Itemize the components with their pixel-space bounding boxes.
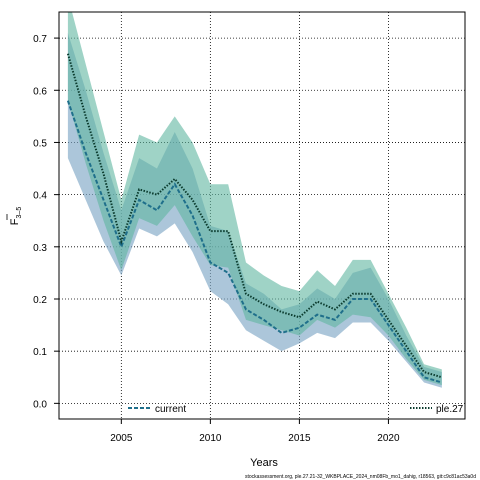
x-axis-title: Years bbox=[250, 457, 278, 469]
x-tick-label: 2005 bbox=[110, 433, 133, 444]
legend-ple27: ple.27 bbox=[410, 404, 464, 415]
y-tick-label: 0.1 bbox=[33, 347, 47, 358]
y-axis: 0.0 0.1 0.2 0.3 0.4 0.5 0.6 0.7 bbox=[33, 34, 59, 410]
y-tick-label: 0.5 bbox=[33, 138, 47, 149]
legend-current-label: current bbox=[155, 404, 186, 415]
line-current bbox=[66, 100, 443, 384]
y-axis-title: F3–5 bbox=[6, 207, 23, 226]
band-ple27 bbox=[67, 12, 442, 386]
legend-ple27-label: ple.27 bbox=[436, 404, 464, 415]
x-tick-label: 2015 bbox=[288, 433, 311, 444]
y-axis-title-main: F bbox=[9, 218, 21, 225]
confidence-bands bbox=[67, 12, 442, 388]
series-lines bbox=[66, 53, 443, 384]
svg-text:F3–5: F3–5 bbox=[9, 207, 23, 226]
plot-frame bbox=[58, 11, 466, 420]
y-tick-label: 0.0 bbox=[33, 399, 47, 410]
y-axis-title-sub: 3–5 bbox=[16, 207, 23, 219]
x-axis: 2005 2010 2015 2020 bbox=[110, 419, 400, 444]
y-tick-label: 0.7 bbox=[33, 34, 47, 45]
y-tick-label: 0.6 bbox=[33, 86, 47, 97]
y-tick-label: 0.3 bbox=[33, 243, 47, 254]
grid bbox=[59, 12, 465, 419]
y-tick-label: 0.4 bbox=[33, 191, 47, 202]
x-tick-label: 2020 bbox=[377, 433, 400, 444]
x-tick-label: 2010 bbox=[199, 433, 222, 444]
legend-current: current bbox=[128, 404, 186, 415]
footer-note: stockassessment.org, ple.27.21-32_WKBPLA… bbox=[245, 474, 476, 480]
y-tick-label: 0.2 bbox=[33, 295, 47, 306]
line-ple27 bbox=[66, 53, 443, 379]
